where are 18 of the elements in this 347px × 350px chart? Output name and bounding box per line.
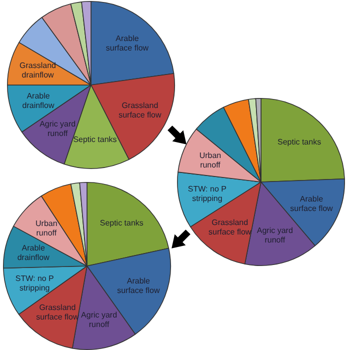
slice-label: Grassland drainflow	[20, 60, 56, 80]
slice-label: Urban runoff	[199, 150, 222, 170]
slice-label: Grassland surface flow	[118, 100, 162, 120]
slice-label: Septic tanks	[100, 218, 144, 228]
slice-label: Septic tanks	[73, 135, 117, 144]
slice-label: STW: no P stripping	[188, 184, 226, 204]
slice-label: Arable surface flow	[290, 194, 334, 214]
slice-label: Agric yard runoff	[256, 226, 293, 244]
slice-label: STW: no P stripping	[15, 274, 54, 292]
slice-label: Arable surface flow	[117, 276, 160, 295]
slice-label: Arable drainflow	[17, 244, 50, 262]
slice-label: Arable drainflow	[22, 92, 54, 110]
slice-label: Arable surface flow	[106, 34, 149, 52]
slice-label: Urban runoff	[36, 219, 58, 238]
slice-label: Septic tanks	[277, 137, 322, 146]
slice-label: Agric yard runoff	[81, 310, 118, 329]
slice-label: Agric yard runoff	[40, 119, 76, 138]
slice-label: Grassland surface flow	[208, 218, 252, 236]
